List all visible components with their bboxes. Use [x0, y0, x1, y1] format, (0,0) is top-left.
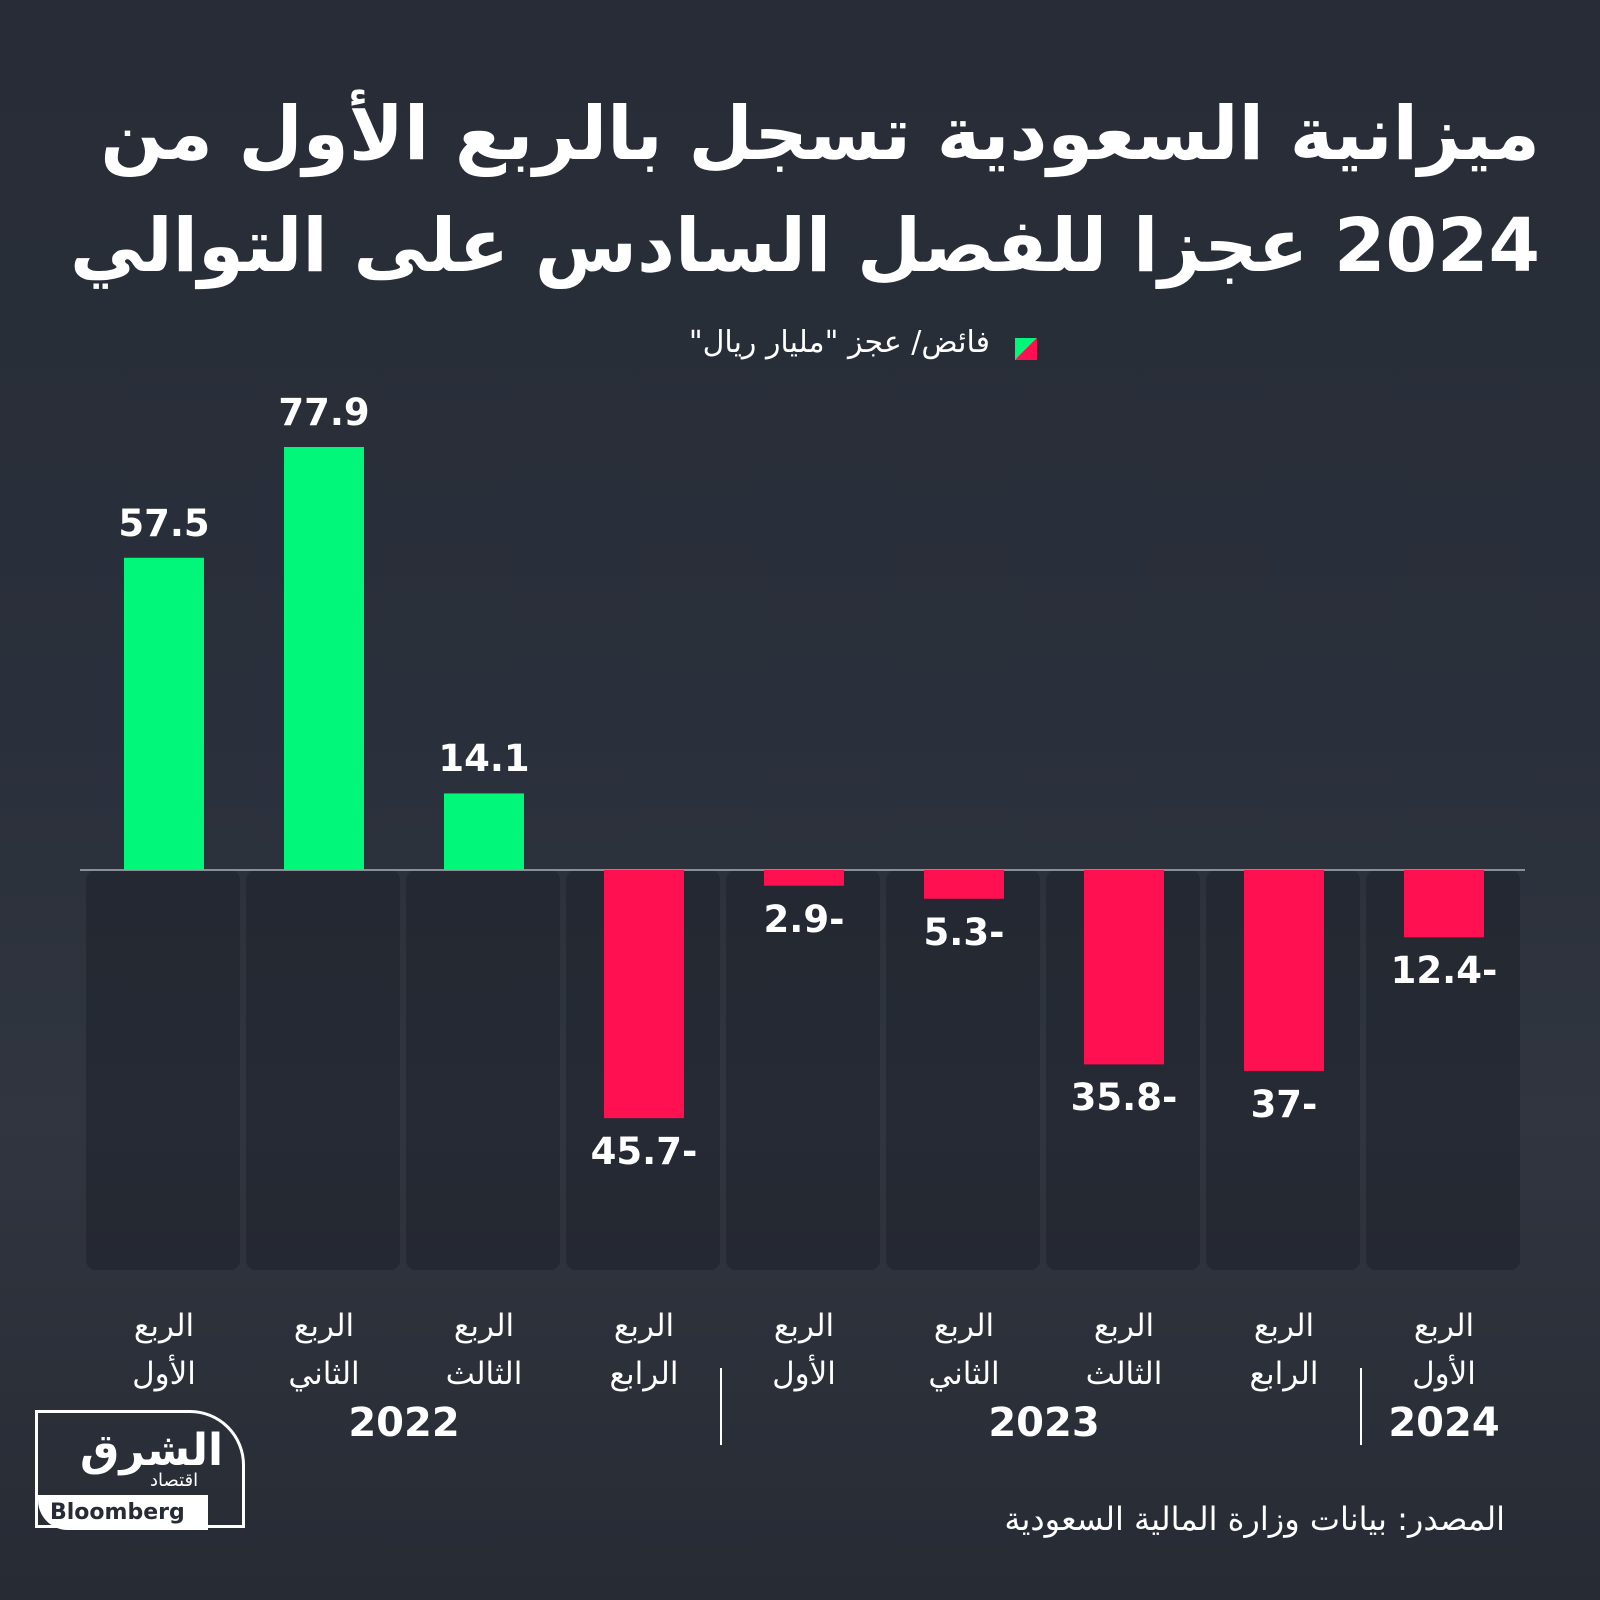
- logo-brand: الشرق: [80, 1425, 224, 1476]
- bar: [604, 870, 684, 1119]
- value-label: 14.1: [438, 737, 530, 781]
- title: ميزانية السعودية تسجل بالربع الأول من 20…: [69, 91, 1540, 289]
- value-label: 35.8-: [1070, 1076, 1178, 1120]
- source: المصدر: بيانات وزارة المالية السعودية: [1004, 1500, 1505, 1538]
- group-label: 2022: [348, 1400, 460, 1446]
- x-tick-label: الربع الثالث: [1085, 1308, 1163, 1392]
- value-label: 2.9-: [763, 897, 845, 941]
- bar: [1084, 870, 1164, 1065]
- value-label: 45.7-: [590, 1130, 698, 1174]
- x-tick-label: الربع الأول: [772, 1308, 836, 1392]
- bar: [124, 557, 204, 870]
- logo-sub: اقتصاد: [150, 1470, 199, 1491]
- x-tick-label: الربع الثاني: [928, 1308, 1000, 1392]
- x-tick-label: الربع الرابع: [609, 1308, 679, 1392]
- x-tick-label: الربع الرابع: [1249, 1308, 1319, 1392]
- logo-partner: Bloomberg: [50, 1500, 185, 1525]
- bar: [444, 793, 524, 870]
- group-label: 2023: [988, 1400, 1100, 1446]
- logo-band: [38, 1495, 208, 1530]
- x-tick-label: الربع الثاني: [288, 1308, 360, 1392]
- panel: [1366, 870, 1520, 1270]
- panel: [886, 870, 1040, 1270]
- legend-icon: [1015, 338, 1037, 360]
- value-label: 57.5: [118, 501, 210, 545]
- bar: [764, 870, 844, 886]
- legend: فائض/ عجز "مليار ريال": [688, 325, 990, 360]
- panel: [406, 870, 560, 1270]
- bar: [924, 870, 1004, 899]
- bar: [1404, 870, 1484, 938]
- x-tick-label: الربع الثالث: [445, 1308, 523, 1392]
- bar: [284, 447, 364, 870]
- x-tick-label: الربع الأول: [1412, 1308, 1476, 1392]
- group-label: 2024: [1388, 1400, 1500, 1446]
- panel: [86, 870, 240, 1270]
- value-label: 5.3-: [923, 910, 1005, 954]
- panel: [246, 870, 400, 1270]
- value-label: 37-: [1250, 1082, 1318, 1126]
- bar: [1244, 870, 1324, 1071]
- x-tick-label: الربع الأول: [132, 1308, 196, 1392]
- logo-with: مع: [180, 1490, 194, 1505]
- panel: [726, 870, 880, 1270]
- value-label: 77.9: [278, 391, 370, 434]
- value-label: 12.4-: [1390, 949, 1498, 993]
